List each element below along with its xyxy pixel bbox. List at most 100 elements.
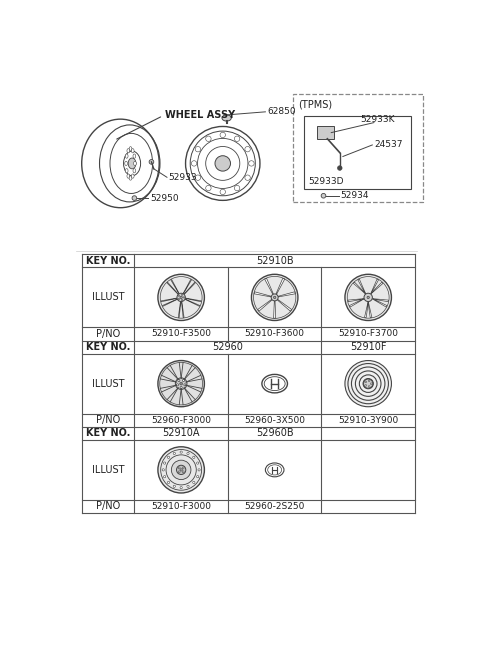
Circle shape bbox=[158, 361, 204, 407]
Text: KEY NO.: KEY NO. bbox=[86, 256, 130, 266]
Polygon shape bbox=[278, 292, 295, 297]
Circle shape bbox=[168, 456, 169, 459]
Text: 52910-F3700: 52910-F3700 bbox=[338, 329, 398, 338]
Circle shape bbox=[367, 297, 369, 298]
Circle shape bbox=[363, 379, 373, 388]
Circle shape bbox=[178, 298, 180, 300]
Text: 52960-F3000: 52960-F3000 bbox=[151, 416, 211, 424]
Circle shape bbox=[245, 146, 250, 152]
Text: P/NO: P/NO bbox=[96, 415, 120, 425]
Ellipse shape bbox=[128, 158, 136, 169]
Circle shape bbox=[177, 465, 186, 474]
Polygon shape bbox=[264, 278, 274, 295]
Text: P/NO: P/NO bbox=[96, 501, 120, 512]
Text: 52910-3Y900: 52910-3Y900 bbox=[338, 416, 398, 424]
Circle shape bbox=[371, 383, 372, 384]
Circle shape bbox=[168, 482, 169, 483]
Polygon shape bbox=[185, 298, 201, 302]
Circle shape bbox=[180, 386, 182, 388]
Text: KEY NO.: KEY NO. bbox=[86, 342, 130, 352]
Ellipse shape bbox=[222, 115, 231, 121]
Polygon shape bbox=[178, 302, 181, 318]
Circle shape bbox=[178, 295, 180, 297]
Circle shape bbox=[182, 467, 184, 469]
Text: ILLUST: ILLUST bbox=[92, 293, 124, 302]
Ellipse shape bbox=[215, 155, 230, 171]
Bar bbox=[292, 94, 423, 202]
Circle shape bbox=[187, 453, 189, 455]
Circle shape bbox=[158, 274, 204, 321]
Text: 52950: 52950 bbox=[150, 194, 179, 203]
Circle shape bbox=[271, 294, 278, 301]
Text: (TPMS): (TPMS) bbox=[298, 99, 332, 109]
Circle shape bbox=[192, 482, 195, 483]
Ellipse shape bbox=[127, 174, 130, 178]
Circle shape bbox=[192, 456, 195, 459]
Text: 52910-F3000: 52910-F3000 bbox=[151, 502, 211, 511]
Circle shape bbox=[180, 297, 182, 298]
Circle shape bbox=[178, 379, 180, 382]
Circle shape bbox=[195, 146, 201, 152]
Polygon shape bbox=[372, 298, 387, 307]
Polygon shape bbox=[368, 302, 372, 318]
Polygon shape bbox=[349, 298, 364, 307]
Circle shape bbox=[245, 175, 250, 180]
Circle shape bbox=[365, 381, 367, 382]
Circle shape bbox=[171, 460, 191, 480]
Circle shape bbox=[220, 133, 226, 138]
Ellipse shape bbox=[129, 176, 132, 180]
Circle shape bbox=[181, 299, 183, 300]
Polygon shape bbox=[167, 282, 179, 295]
Text: 52933K: 52933K bbox=[360, 115, 395, 124]
Ellipse shape bbox=[133, 161, 136, 165]
Polygon shape bbox=[258, 299, 272, 311]
Text: 24537: 24537 bbox=[374, 140, 402, 150]
Circle shape bbox=[177, 293, 185, 302]
Polygon shape bbox=[358, 279, 366, 294]
Text: 52910-F3500: 52910-F3500 bbox=[151, 329, 211, 338]
Circle shape bbox=[132, 195, 137, 200]
Circle shape bbox=[187, 485, 189, 487]
Text: 52960-2S250: 52960-2S250 bbox=[244, 502, 305, 511]
Text: 62850: 62850 bbox=[267, 108, 296, 116]
Ellipse shape bbox=[133, 154, 136, 158]
Polygon shape bbox=[353, 282, 366, 294]
Text: ILLUST: ILLUST bbox=[92, 465, 124, 475]
Ellipse shape bbox=[125, 169, 128, 173]
Circle shape bbox=[164, 462, 166, 464]
Ellipse shape bbox=[262, 375, 288, 393]
Circle shape bbox=[178, 467, 180, 469]
Polygon shape bbox=[371, 279, 379, 294]
Bar bbox=[316, 127, 334, 139]
Ellipse shape bbox=[125, 161, 128, 165]
Circle shape bbox=[175, 378, 187, 390]
Text: 52910A: 52910A bbox=[162, 428, 200, 438]
Circle shape bbox=[345, 274, 392, 321]
Polygon shape bbox=[276, 278, 285, 295]
Text: WHEEL ASSY: WHEEL ASSY bbox=[165, 110, 235, 120]
Polygon shape bbox=[274, 301, 276, 318]
Polygon shape bbox=[183, 279, 192, 294]
Ellipse shape bbox=[125, 154, 128, 158]
Circle shape bbox=[197, 476, 199, 478]
Circle shape bbox=[206, 136, 211, 142]
Circle shape bbox=[234, 186, 240, 191]
Circle shape bbox=[220, 189, 226, 195]
Circle shape bbox=[158, 447, 204, 493]
Circle shape bbox=[164, 476, 166, 478]
Circle shape bbox=[195, 175, 201, 180]
Circle shape bbox=[180, 469, 182, 471]
Circle shape bbox=[368, 380, 370, 382]
Circle shape bbox=[184, 384, 186, 386]
Circle shape bbox=[274, 297, 276, 298]
Circle shape bbox=[198, 469, 200, 471]
Polygon shape bbox=[372, 298, 388, 302]
Circle shape bbox=[337, 166, 342, 171]
Polygon shape bbox=[184, 282, 195, 295]
Ellipse shape bbox=[133, 169, 136, 173]
Circle shape bbox=[173, 453, 175, 455]
Text: 52910F: 52910F bbox=[350, 342, 386, 352]
Circle shape bbox=[192, 161, 197, 166]
Text: 52960-3X500: 52960-3X500 bbox=[244, 416, 305, 424]
Text: 52933: 52933 bbox=[168, 173, 197, 182]
